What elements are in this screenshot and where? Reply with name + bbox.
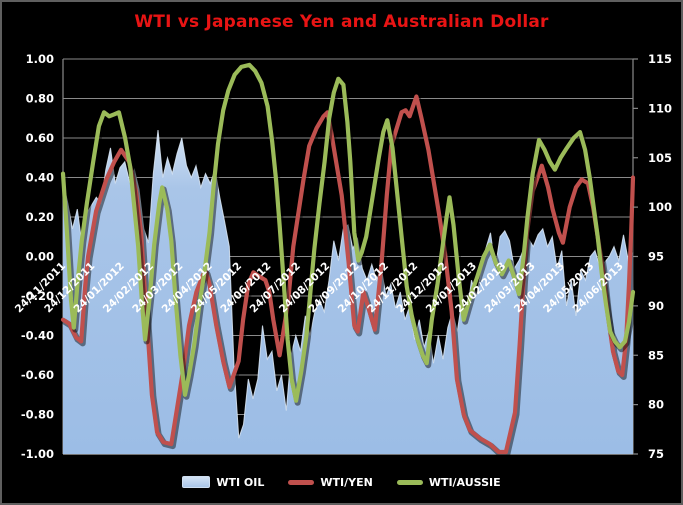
- legend-item-wti-aussie: WTI/AUSSIE: [396, 475, 501, 489]
- legend-label-wti-yen: WTI/YEN: [320, 475, 373, 489]
- svg-text:0.40: 0.40: [26, 171, 54, 185]
- series-wti-aussie-line: [60, 62, 638, 406]
- svg-text:-0.80: -0.80: [21, 408, 54, 422]
- wti-oil-area-swatch-icon: [182, 476, 211, 488]
- wti-yen-line-swatch-icon: [288, 479, 315, 485]
- y-axis-right-labels: 115 110 105 100 95 90 85 80 75: [633, 52, 672, 461]
- svg-text:115: 115: [648, 52, 672, 66]
- svg-text:100: 100: [648, 200, 672, 214]
- svg-text:90: 90: [648, 299, 664, 313]
- svg-text:95: 95: [648, 250, 664, 264]
- svg-text:75: 75: [648, 447, 664, 461]
- svg-text:85: 85: [648, 348, 664, 362]
- svg-text:0.80: 0.80: [26, 92, 54, 106]
- svg-text:110: 110: [648, 101, 672, 115]
- series-wti-oil-area: [62, 130, 634, 454]
- legend-item-wti-oil: WTI OIL: [182, 476, 264, 489]
- svg-text:0.60: 0.60: [26, 131, 54, 145]
- svg-text:-0.40: -0.40: [21, 329, 54, 343]
- svg-text:105: 105: [648, 151, 672, 165]
- legend: WTI OIL WTI/YEN WTI/AUSSIE: [2, 469, 681, 495]
- svg-text:0.20: 0.20: [26, 210, 54, 224]
- wti-aussie-line-swatch-icon: [396, 479, 423, 485]
- svg-text:24/11/2011: 24/11/2011: [13, 260, 68, 315]
- svg-text:0.00: 0.00: [26, 250, 54, 264]
- svg-text:1.00: 1.00: [26, 52, 54, 66]
- series-wti-yen-line: [60, 94, 638, 457]
- y-axis-left-labels: 1.00 0.80 0.60 0.40 0.20 0.00 -0.20 -0.40 -0.60 -…: [21, 52, 54, 461]
- svg-text:-0.20: -0.20: [21, 289, 54, 303]
- legend-item-wti-yen: WTI/YEN: [288, 475, 373, 489]
- svg-text:80: 80: [648, 398, 664, 412]
- chart-title: WTI vs Japanese Yen and Australian Dolla…: [134, 12, 549, 32]
- svg-text:-0.60: -0.60: [21, 368, 54, 382]
- svg-text:-1.00: -1.00: [21, 447, 54, 461]
- legend-label-wti-oil: WTI OIL: [216, 475, 265, 489]
- legend-label-wti-aussie: WTI/AUSSIE: [428, 475, 501, 489]
